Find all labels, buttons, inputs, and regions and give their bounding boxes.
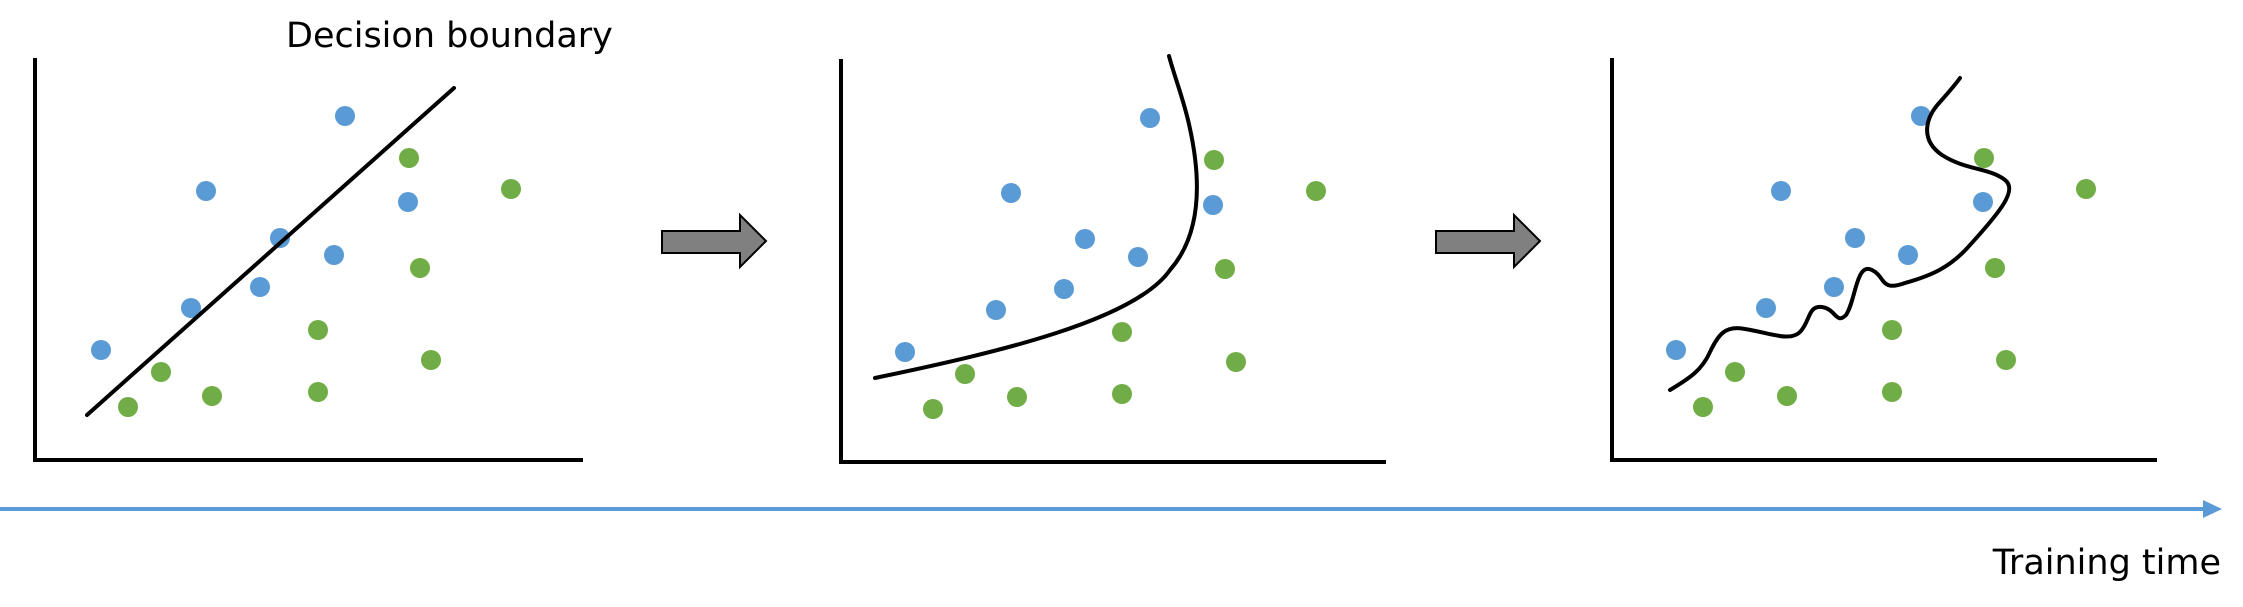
- panel-3-point-class-a: [1845, 228, 1865, 248]
- panel-1-point-class-b: [410, 258, 430, 278]
- panel-3-point-class-b: [1996, 350, 2016, 370]
- panel-2-decision-boundary: [873, 54, 1199, 380]
- panel-2-point-class-a: [1054, 279, 1074, 299]
- panel-2-point-class-a: [1128, 247, 1148, 267]
- panel-2-points: [895, 108, 1326, 419]
- panel-3-point-class-b: [1693, 397, 1713, 417]
- panel-1-point-class-a: [398, 192, 418, 212]
- panel-1-points: [91, 106, 521, 417]
- panel-3-point-class-b: [1725, 362, 1745, 382]
- panel-1-point-class-a: [196, 181, 216, 201]
- panel-3-point-class-a: [1666, 340, 1686, 360]
- panel-3-points: [1666, 106, 2096, 417]
- panel-2-point-class-a: [1203, 195, 1223, 215]
- panel-3-point-class-b: [1985, 258, 2005, 278]
- panel-3-point-class-b: [1882, 320, 1902, 340]
- panel-1-point-class-a: [324, 245, 344, 265]
- panel-1-point-class-b: [421, 350, 441, 370]
- panel-1-point-class-b: [202, 386, 222, 406]
- panel-2-point-class-a: [895, 342, 915, 362]
- panel-3-point-class-a: [1771, 181, 1791, 201]
- panel-1-point-class-a: [91, 340, 111, 360]
- panel-1-point-class-b: [399, 148, 419, 168]
- panel-3-point-class-a: [1756, 298, 1776, 318]
- panel-2-point-class-b: [1007, 387, 1027, 407]
- panel-2-point-class-a: [1075, 229, 1095, 249]
- panel-2-point-class-b: [1112, 384, 1132, 404]
- panel-2-point-class-a: [986, 300, 1006, 320]
- training-time-axis: [0, 500, 2222, 518]
- timeline-arrowhead: [2203, 500, 2222, 518]
- panel-1-point-class-b: [308, 382, 328, 402]
- panel-1-point-class-a: [335, 106, 355, 126]
- panel-2-point-class-b: [955, 364, 975, 384]
- panel-3: [1610, 58, 2157, 462]
- panel-3-point-class-a: [1911, 106, 1931, 126]
- panel-2-point-class-b: [1204, 150, 1224, 170]
- panel-2-axes: [839, 59, 1386, 464]
- panel-1-point-class-a: [270, 228, 290, 248]
- panel-1-decision-boundary: [85, 86, 456, 417]
- progress-arrow-2: [1435, 212, 1542, 270]
- panel-2-point-class-b: [1112, 322, 1132, 342]
- panel-1-point-class-b: [151, 362, 171, 382]
- decision-boundary-label: Decision boundary: [286, 16, 613, 56]
- panel-1: [33, 58, 583, 462]
- panel-1-point-class-b: [118, 397, 138, 417]
- panel-3-decision-boundary: [1668, 76, 2012, 392]
- panel-3-point-class-b: [1777, 386, 1797, 406]
- panel-2-point-class-a: [1001, 183, 1021, 203]
- panel-3-point-class-b: [1882, 382, 1902, 402]
- panel-1-point-class-a: [250, 277, 270, 297]
- panel-1-axes: [33, 58, 583, 462]
- panel-2-point-class-b: [1306, 181, 1326, 201]
- panel-1-point-class-a: [181, 298, 201, 318]
- progress-arrow-1: [661, 212, 768, 270]
- panel-3-axes: [1610, 58, 2157, 462]
- panel-2-point-class-b: [1215, 259, 1235, 279]
- panel-2-point-class-b: [923, 399, 943, 419]
- panel-3-point-class-b: [1974, 148, 1994, 168]
- training-time-label: Training time: [1992, 543, 2221, 583]
- panel-3-point-class-a: [1824, 277, 1844, 297]
- panel-1-point-class-b: [501, 179, 521, 199]
- panel-3-point-class-b: [2076, 179, 2096, 199]
- panel-3-point-class-a: [1898, 245, 1918, 265]
- panel-2: [839, 54, 1386, 464]
- panel-1-point-class-b: [308, 320, 328, 340]
- panel-2-point-class-b: [1226, 352, 1246, 372]
- panel-3-point-class-a: [1973, 192, 1993, 212]
- panel-2-point-class-a: [1140, 108, 1160, 128]
